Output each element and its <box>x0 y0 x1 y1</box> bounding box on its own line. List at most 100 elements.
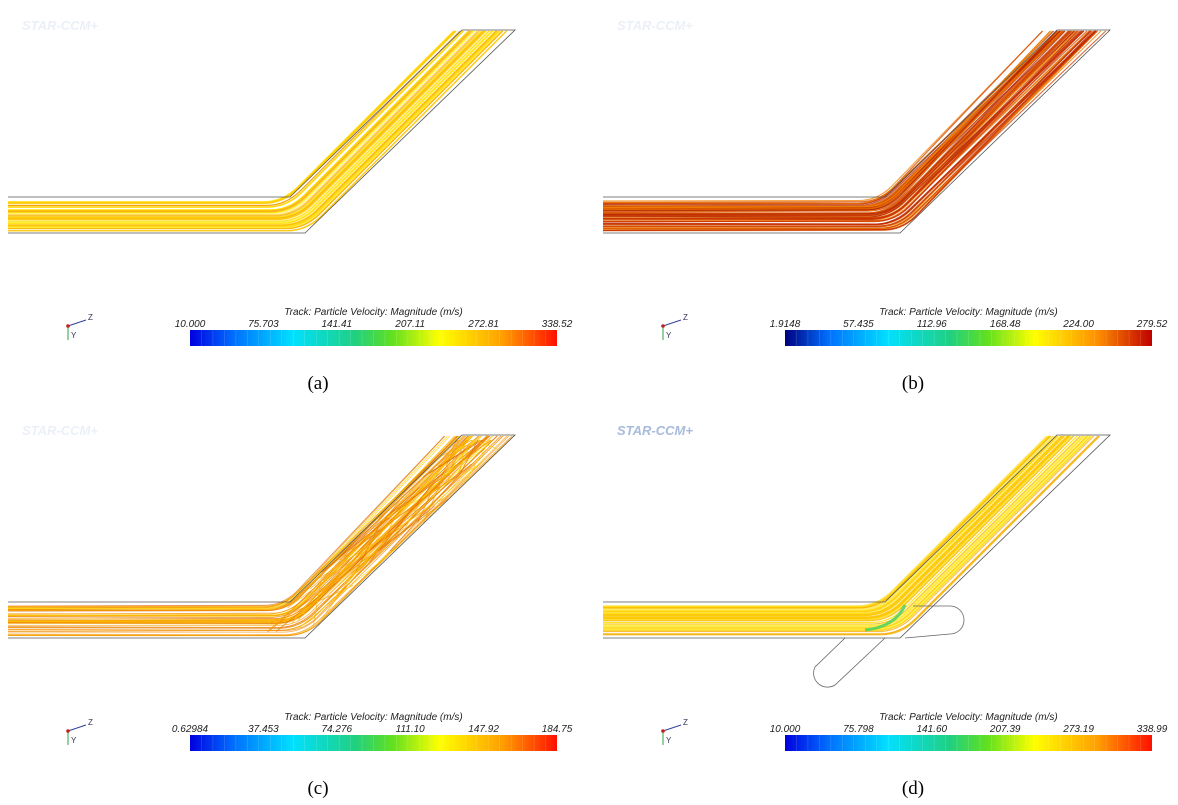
panel: STAR-CCM+ Z Y Track: Particle Velocity: Mag… <box>8 18 573 394</box>
bend-highlight <box>864 604 907 632</box>
particle-track <box>8 30 489 222</box>
particle-track <box>7 435 466 617</box>
particle-track <box>603 435 1091 631</box>
particle-track <box>444 439 475 478</box>
particle-track <box>602 30 1083 220</box>
particle-track <box>602 30 1098 230</box>
colorbar-tick-label: 141.60 <box>917 724 948 735</box>
particle-track <box>298 546 399 629</box>
particle-track <box>602 30 1073 216</box>
colorbar-tick-label: 207.39 <box>989 724 1021 735</box>
particle-track <box>8 30 492 224</box>
particle-track <box>7 435 488 626</box>
particle-track <box>408 480 444 512</box>
particle-track <box>602 30 1053 209</box>
particle-track <box>603 435 1092 631</box>
particle-track <box>603 435 1101 636</box>
axis-label: Y <box>71 331 77 340</box>
colorbar-tick-label: 0.62984 <box>172 724 209 735</box>
particle-track <box>8 435 508 636</box>
particle-track <box>603 435 1064 616</box>
particle-track <box>602 30 1061 206</box>
particle-track <box>602 30 1066 215</box>
colorbar-tick-label: 10.000 <box>175 319 206 330</box>
cavity-outline <box>813 605 965 688</box>
particle-track <box>7 435 498 628</box>
particle-track <box>287 524 402 609</box>
particle-track <box>602 30 1092 225</box>
particle-track <box>8 30 490 222</box>
particle-track <box>299 528 405 613</box>
particle-track <box>603 435 1082 626</box>
logo: STAR-CCM+ <box>617 423 693 438</box>
colorbar-title: Track: Particle Velocity: Magnitude (m/s… <box>879 307 1057 318</box>
particle-track <box>8 30 494 224</box>
caption: (a) <box>307 373 328 394</box>
particle-track <box>603 435 1083 626</box>
particle-track <box>603 435 1085 627</box>
particle-track <box>8 30 494 224</box>
particle-track <box>351 464 472 551</box>
particle-track <box>7 435 446 608</box>
particle-track <box>8 30 472 213</box>
particle-track <box>8 30 474 214</box>
particle-track <box>8 435 470 616</box>
particle-track <box>602 30 1059 204</box>
axis-label: Z <box>683 313 688 322</box>
particle-track <box>602 30 1091 223</box>
particle-track <box>458 439 466 476</box>
particle-track <box>8 30 499 227</box>
colorbar-tick-label: 224.00 <box>1062 319 1094 330</box>
particle-track <box>603 435 1058 613</box>
colorbar-tick-label: 57.435 <box>843 319 874 330</box>
particle-track <box>378 467 430 519</box>
particle-track <box>603 435 1084 627</box>
axis-label: Z <box>683 718 688 727</box>
colorbar-tick-label: 112.96 <box>917 319 947 330</box>
particle-track <box>602 30 1085 218</box>
particle-track <box>603 435 1088 629</box>
caption: (d) <box>902 778 924 799</box>
particle-track <box>7 435 513 636</box>
axis-label: Y <box>666 736 672 745</box>
particle-track <box>423 439 460 523</box>
particle-track <box>266 526 387 632</box>
colorbar <box>190 735 557 751</box>
particle-track <box>8 30 476 215</box>
particle-track <box>8 30 504 230</box>
particle-track <box>603 435 1062 614</box>
particle-track <box>602 30 1096 226</box>
particle-track <box>268 585 353 624</box>
particle-track <box>7 435 458 615</box>
panel: STAR-CCM+ Z Y Track: Particle Velocity: Mag… <box>603 423 1168 799</box>
particle-track <box>8 30 461 207</box>
particle-track <box>602 30 1096 230</box>
particle-track <box>603 435 1099 635</box>
particle-track <box>369 476 439 563</box>
particle-track <box>602 30 1065 210</box>
particle-track <box>404 439 458 530</box>
particle-track <box>8 30 507 232</box>
particle-track <box>8 30 501 228</box>
particle-track <box>330 554 348 589</box>
caption: (b) <box>902 373 924 394</box>
particle-track <box>7 435 461 610</box>
panel: STAR-CCM+ Z Y Track: Particle Velocity: Mag… <box>7 423 573 799</box>
particle-track <box>8 30 503 230</box>
axis-origin <box>66 729 70 733</box>
logo: STAR-CCM+ <box>22 423 98 438</box>
particle-track <box>603 435 1054 610</box>
particle-track <box>437 439 475 467</box>
particle-track <box>603 435 1083 626</box>
particle-track <box>291 583 326 623</box>
colorbar-tick-label: 279.52 <box>1136 319 1168 330</box>
axis-z <box>67 319 87 327</box>
particle-track <box>7 435 458 612</box>
particle-track <box>8 30 487 221</box>
particle-track <box>8 30 480 217</box>
particle-track <box>7 435 460 608</box>
particle-track <box>602 30 1058 212</box>
particle-track <box>8 30 455 203</box>
colorbar-tick-label: 37.453 <box>248 724 279 735</box>
colorbar <box>785 330 1152 346</box>
